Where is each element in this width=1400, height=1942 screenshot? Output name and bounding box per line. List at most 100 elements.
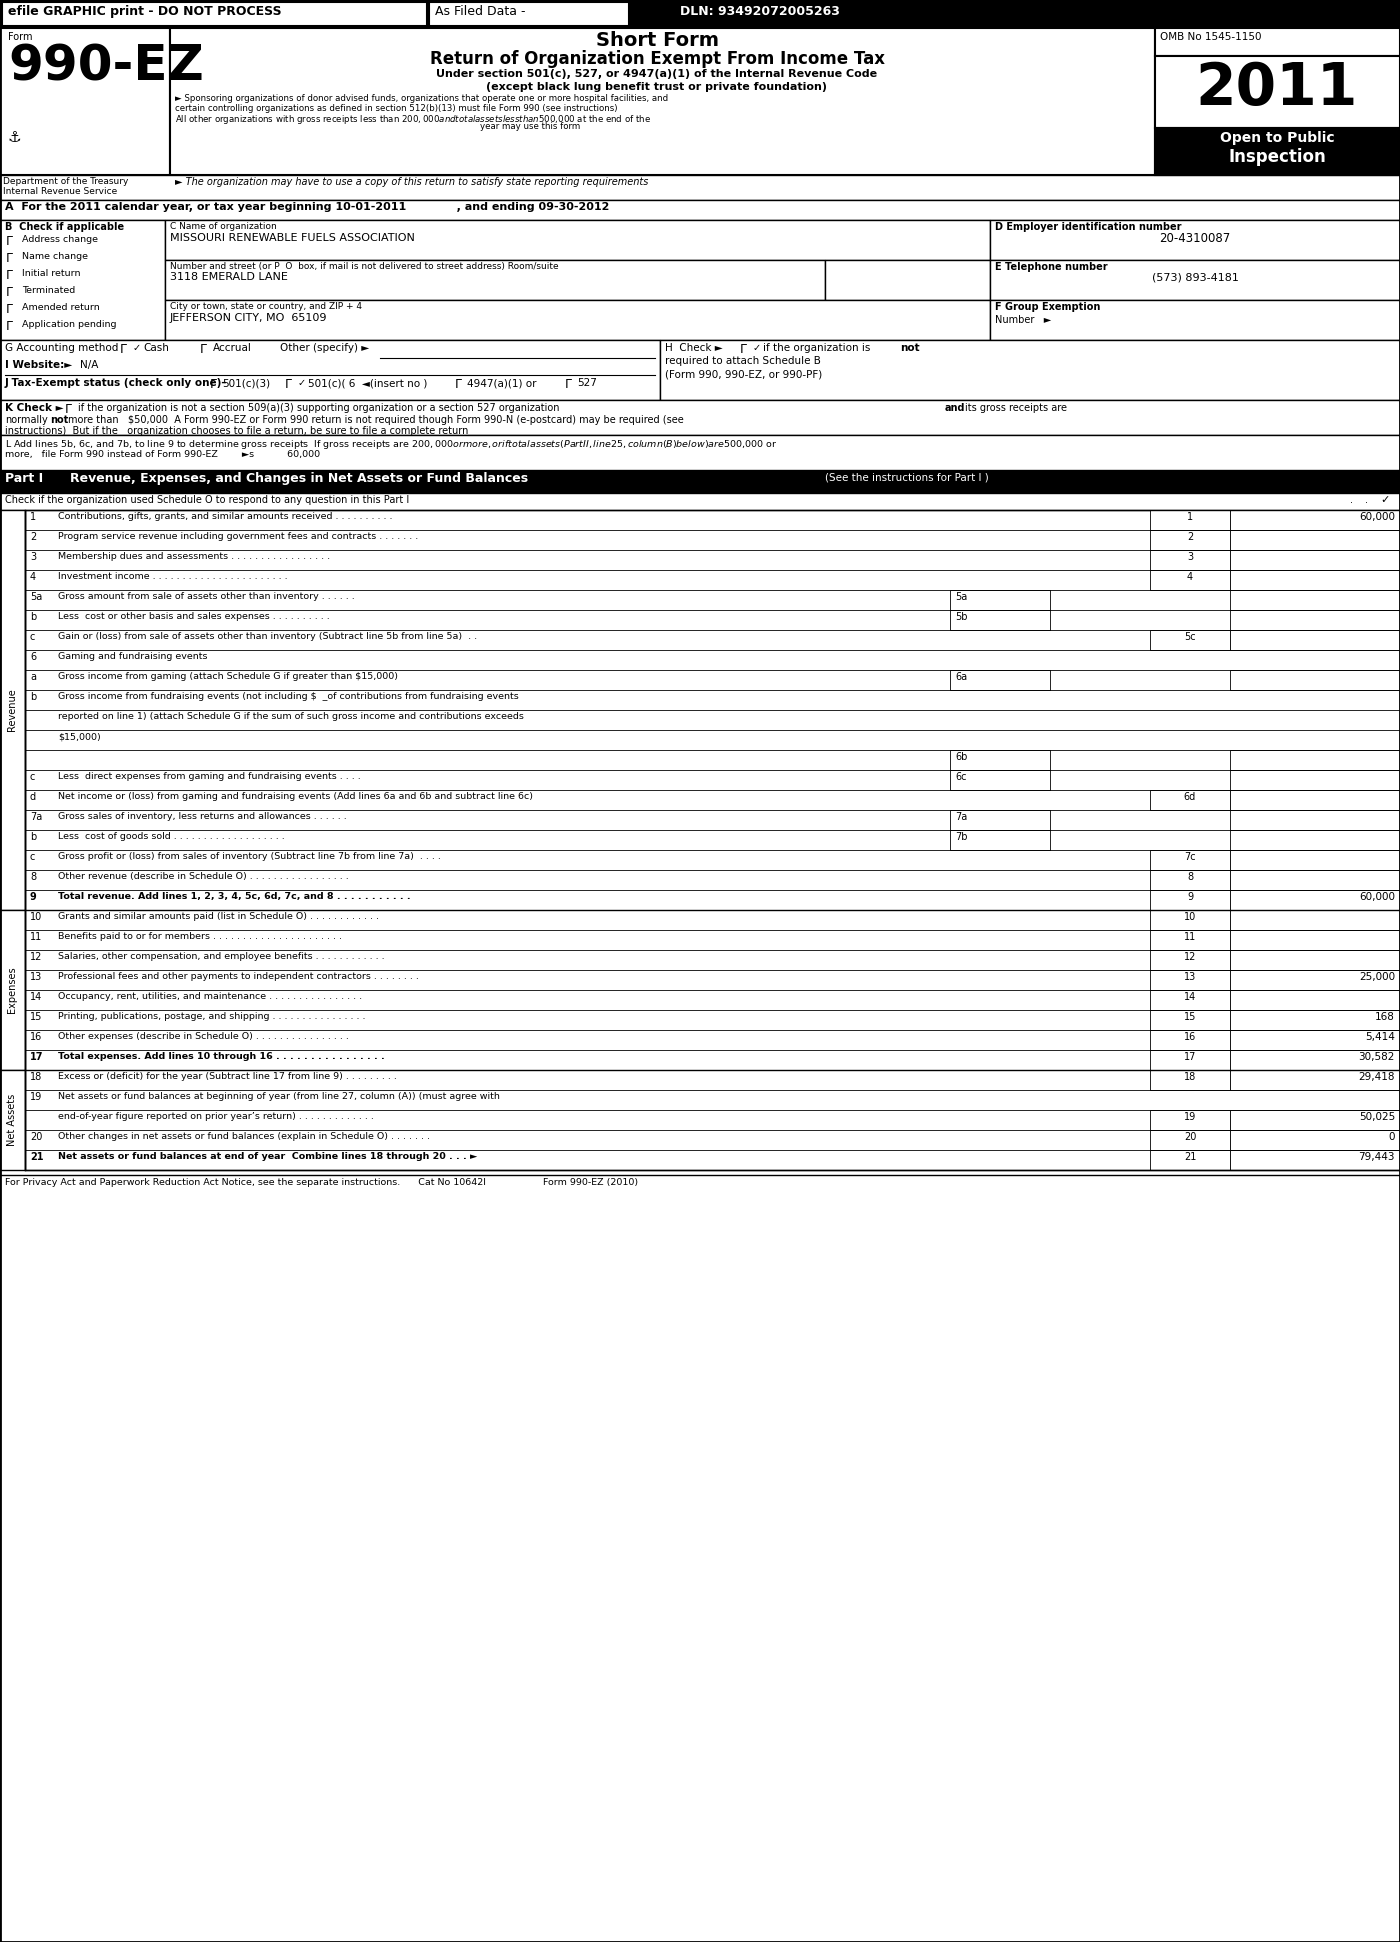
Text: Department of the Treasury: Department of the Treasury	[3, 177, 129, 186]
Text: 0: 0	[1389, 1132, 1394, 1142]
Text: Γ: Γ	[455, 379, 462, 390]
Bar	[1231, 1051, 1400, 1070]
Text: 15: 15	[29, 1012, 42, 1021]
Text: Γ: Γ	[6, 270, 13, 282]
Bar	[169, 27, 1155, 175]
Text: Other revenue (describe in Schedule O) . . . . . . . . . . . . . . . . .: Other revenue (describe in Schedule O) .…	[57, 872, 349, 882]
Bar	[1231, 911, 1400, 930]
Bar	[1231, 930, 1400, 950]
Text: D Employer identification number: D Employer identification number	[995, 221, 1182, 231]
Text: Check if the organization used Schedule O to respond to any question in this Par: Check if the organization used Schedule …	[6, 495, 409, 505]
Bar	[0, 175, 1400, 200]
Text: 19: 19	[29, 1091, 42, 1101]
Bar	[1231, 1070, 1400, 1089]
Bar	[1149, 870, 1231, 889]
Bar	[25, 511, 1400, 1169]
Bar	[1231, 870, 1400, 889]
Text: Γ: Γ	[6, 252, 13, 264]
Text: 5a: 5a	[955, 592, 967, 602]
Bar	[165, 260, 825, 299]
Text: Total revenue. Add lines 1, 2, 3, 4, 5c, 6d, 7c, and 8 . . . . . . . . . . .: Total revenue. Add lines 1, 2, 3, 4, 5c,…	[57, 891, 410, 901]
Text: Gain or (loss) from sale of assets other than inventory (Subtract line 5b from l: Gain or (loss) from sale of assets other…	[57, 631, 477, 641]
Text: 9: 9	[1187, 891, 1193, 901]
Text: Part I: Part I	[6, 472, 43, 486]
Text: not: not	[900, 344, 920, 353]
Bar	[0, 219, 165, 340]
Text: 7a: 7a	[29, 812, 42, 821]
Text: Net income or (loss) from gaming and fundraising events (Add lines 6a and 6b and: Net income or (loss) from gaming and fun…	[57, 792, 533, 800]
Text: Open to Public: Open to Public	[1219, 130, 1334, 146]
Text: .: .	[1365, 495, 1368, 505]
Bar	[1231, 1111, 1400, 1130]
Bar	[1231, 550, 1400, 571]
Text: Other changes in net assets or fund balances (explain in Schedule O) . . . . . .: Other changes in net assets or fund bala…	[57, 1132, 430, 1142]
Text: ⚓: ⚓	[8, 130, 21, 146]
Text: 5c: 5c	[1184, 631, 1196, 643]
Text: 1: 1	[29, 513, 36, 522]
Bar	[1231, 590, 1400, 610]
Text: b: b	[29, 612, 36, 621]
Bar	[1149, 571, 1231, 590]
Bar	[951, 829, 1050, 851]
Text: DLN: 93492072005263: DLN: 93492072005263	[680, 6, 840, 17]
Text: Professional fees and other payments to independent contractors . . . . . . . .: Professional fees and other payments to …	[57, 973, 419, 981]
Text: 13: 13	[1184, 973, 1196, 983]
Text: 18: 18	[1184, 1072, 1196, 1082]
Text: 17: 17	[1184, 1053, 1196, 1062]
Text: 11: 11	[1184, 932, 1196, 942]
Bar	[1149, 990, 1231, 1010]
Text: Net assets or fund balances at end of year  Combine lines 18 through 20 . . . ►: Net assets or fund balances at end of ye…	[57, 1152, 477, 1161]
Text: a: a	[29, 672, 36, 682]
Text: 501(c)( 6  ◄(insert no ): 501(c)( 6 ◄(insert no )	[308, 379, 427, 388]
Text: c: c	[29, 773, 35, 783]
Text: more,   file Form 990 instead of Form 990-EZ        ►s           60,000: more, file Form 990 instead of Form 990-…	[6, 451, 321, 458]
Text: 501(c)(3): 501(c)(3)	[223, 379, 270, 388]
Text: 3118 EMERALD LANE: 3118 EMERALD LANE	[169, 272, 288, 282]
Bar	[0, 0, 1400, 27]
Text: ► Sponsoring organizations of donor advised funds, organizations that operate on: ► Sponsoring organizations of donor advi…	[175, 93, 668, 103]
Text: 5,414: 5,414	[1365, 1031, 1394, 1043]
Text: Γ: Γ	[566, 379, 573, 390]
Text: 7b: 7b	[955, 831, 967, 843]
Text: 2: 2	[1187, 532, 1193, 542]
Text: City or town, state or country, and ZIP + 4: City or town, state or country, and ZIP …	[169, 303, 363, 311]
Text: Γ: Γ	[6, 285, 13, 299]
Text: Gaming and fundraising events: Gaming and fundraising events	[57, 653, 207, 660]
Text: Number   ►: Number ►	[995, 315, 1051, 324]
Text: Γ: Γ	[200, 344, 207, 355]
Text: Under section 501(c), 527, or 4947(a)(1) of the Internal Revenue Code: Under section 501(c), 527, or 4947(a)(1)…	[437, 70, 878, 80]
Text: b: b	[29, 831, 36, 843]
Text: ► The organization may have to use a copy of this return to satisfy state report: ► The organization may have to use a cop…	[175, 177, 648, 186]
Bar	[1149, 969, 1231, 990]
Text: H  Check ►: H Check ►	[665, 344, 722, 353]
Text: Total expenses. Add lines 10 through 16 . . . . . . . . . . . . . . . .: Total expenses. Add lines 10 through 16 …	[57, 1053, 385, 1060]
Text: 6d: 6d	[1184, 792, 1196, 802]
Text: 21: 21	[1184, 1152, 1196, 1161]
Bar	[1231, 851, 1400, 870]
Bar	[1149, 911, 1231, 930]
Text: K Check ►: K Check ►	[6, 404, 63, 414]
Text: 8: 8	[1187, 872, 1193, 882]
Bar	[0, 470, 1400, 493]
Text: 20: 20	[29, 1132, 42, 1142]
Text: Program service revenue including government fees and contracts . . . . . . .: Program service revenue including govern…	[57, 532, 419, 542]
Bar	[1149, 1150, 1231, 1169]
Text: d: d	[29, 792, 36, 802]
Text: Gross income from gaming (attach Schedule G if greater than $15,000): Gross income from gaming (attach Schedul…	[57, 672, 398, 682]
Text: Γ: Γ	[210, 379, 217, 390]
Text: 8: 8	[29, 872, 36, 882]
Bar	[1231, 1150, 1400, 1169]
Text: 3: 3	[29, 552, 36, 561]
Text: c: c	[29, 631, 35, 643]
Text: Investment income . . . . . . . . . . . . . . . . . . . . . . .: Investment income . . . . . . . . . . . …	[57, 573, 287, 581]
Bar	[1155, 128, 1400, 175]
Text: 527: 527	[577, 379, 596, 388]
Text: Amended return: Amended return	[22, 303, 99, 313]
Text: All other organizations with gross receipts less than $200,000 and total assets : All other organizations with gross recei…	[175, 113, 651, 126]
Bar	[825, 260, 990, 299]
Bar	[165, 299, 990, 340]
Bar	[1149, 930, 1231, 950]
Text: 4: 4	[1187, 573, 1193, 583]
Text: ✓: ✓	[133, 344, 141, 353]
Bar	[1149, 511, 1231, 530]
